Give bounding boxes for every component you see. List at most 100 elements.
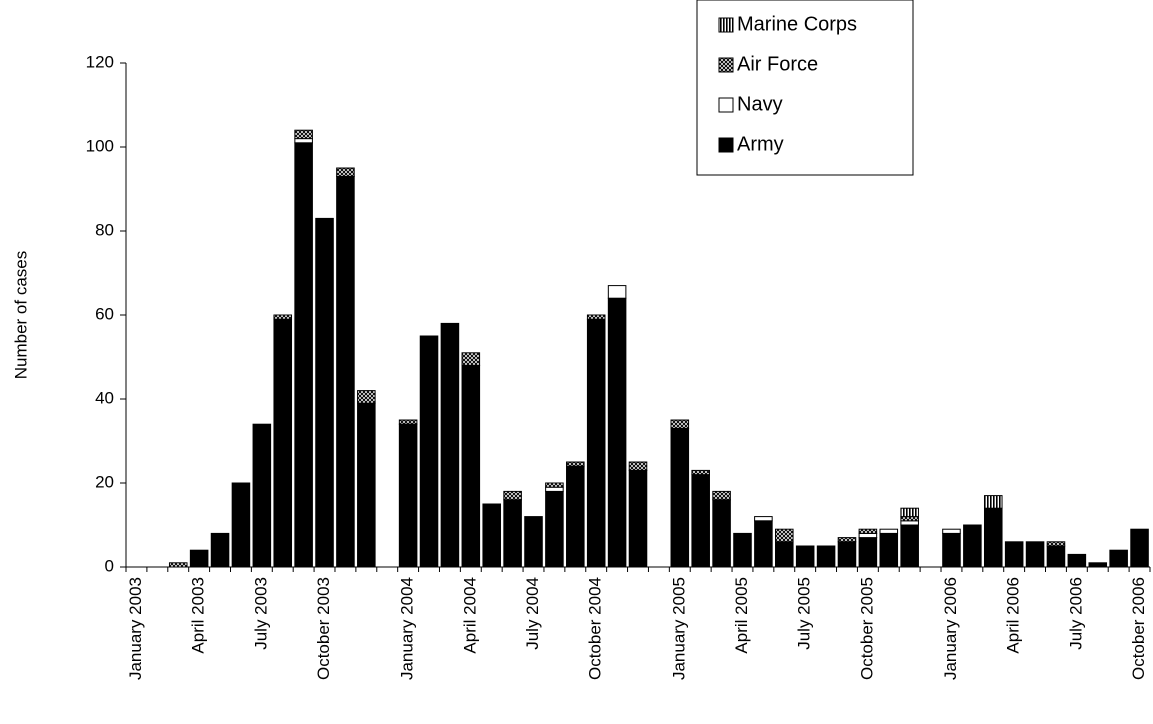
bar-segment (210, 532, 230, 568)
bar-segment (461, 364, 481, 568)
bar-segment (1004, 541, 1024, 568)
bar-segment (252, 423, 272, 568)
bar-segment (900, 520, 919, 526)
bar-segment (503, 499, 522, 568)
bar-segment (942, 532, 961, 568)
x-tick-label: July 2005 (795, 577, 814, 650)
bar-segment (566, 461, 585, 467)
bar-segment (336, 175, 355, 568)
y-tick-label: 100 (86, 136, 114, 155)
bar-segment (900, 524, 919, 568)
legend-swatch (718, 57, 734, 73)
bar-segment (816, 545, 836, 568)
x-tick-label: April 2003 (189, 577, 208, 654)
legend-label: Navy (737, 93, 783, 115)
x-tick-label: October 2005 (857, 577, 876, 680)
bar-segment (983, 495, 1003, 509)
bar-segment (545, 490, 564, 568)
bar-segment (900, 507, 919, 518)
bar-segment (273, 314, 293, 320)
x-tick-label: January 2004 (398, 577, 417, 680)
bar-segment (879, 528, 899, 534)
bar-segment (733, 532, 752, 568)
bar-segment (482, 503, 501, 568)
bar-segment (670, 419, 690, 429)
x-tick-label: July 2006 (1066, 577, 1085, 650)
x-tick-label: April 2004 (460, 577, 479, 654)
legend-label: Air Force (737, 53, 818, 75)
bar-segment (837, 541, 857, 568)
legend-swatch (718, 137, 734, 153)
bar-segment (419, 335, 439, 568)
bar-segment (712, 490, 731, 501)
x-tick-label: January 2003 (126, 577, 145, 680)
x-tick-label: January 2006 (941, 577, 960, 680)
bar-segment (440, 322, 460, 568)
y-tick-label: 60 (95, 304, 114, 323)
bar-segment (586, 314, 606, 320)
legend-label: Army (737, 133, 784, 155)
bar-segment (336, 167, 355, 177)
bar-segment (545, 486, 564, 492)
bar-segment (858, 537, 878, 568)
bar-segment (398, 423, 418, 568)
x-tick-label: October 2003 (314, 577, 333, 680)
bar-segment (1130, 528, 1149, 568)
bar-segment (168, 562, 188, 568)
bar-segment (775, 541, 794, 568)
bar-segment (398, 419, 418, 425)
bar-segment (315, 217, 334, 568)
y-axis-title: Number of cases (11, 251, 30, 380)
bar-segment (1067, 553, 1087, 568)
bar-segment (294, 138, 313, 144)
bar-segment (712, 499, 731, 568)
bar-segment (754, 520, 773, 568)
x-tick-label: July 2003 (251, 577, 270, 650)
bar-segment (628, 469, 648, 568)
x-tick-label: April 2005 (732, 577, 751, 654)
legend-label: Marine Corps (737, 13, 857, 35)
bar-segment (670, 427, 690, 568)
bar-segment (691, 474, 710, 568)
bar-segment (231, 482, 251, 568)
bar-segment (837, 537, 857, 543)
bar-segment (858, 532, 878, 539)
bar-segment (294, 129, 313, 140)
bar-segment (586, 318, 606, 568)
x-tick-label: October 2006 (1129, 577, 1148, 680)
bar-segment (1088, 562, 1108, 568)
bar-segment (900, 516, 919, 522)
bar-segment (503, 490, 522, 501)
bar-segment (858, 528, 878, 534)
bar-segment (357, 402, 376, 568)
bar-segment (983, 507, 1003, 568)
bar-segment (879, 532, 899, 568)
y-tick-label: 120 (86, 52, 114, 71)
bar-segment (754, 516, 773, 522)
bar-segment (963, 524, 982, 568)
x-tick-label: January 2005 (669, 577, 688, 680)
bar-segment (294, 142, 313, 568)
legend-swatch (718, 17, 734, 33)
bar-segment (691, 469, 710, 476)
bar-segment (189, 549, 209, 568)
bar-segment (795, 545, 815, 568)
bar-segment (545, 482, 564, 488)
bar-segment (461, 352, 481, 366)
bar-segment (566, 465, 585, 568)
bar-segment (524, 516, 543, 568)
bar-segment (1109, 549, 1128, 568)
y-tick-label: 0 (105, 556, 114, 575)
x-tick-label: April 2006 (1004, 577, 1023, 654)
bar-segment (628, 461, 648, 471)
x-tick-label: October 2004 (586, 577, 605, 680)
bar-segment (1025, 541, 1045, 568)
bar-segment (357, 390, 376, 404)
bar-segment (607, 297, 627, 568)
bar-segment (942, 528, 961, 534)
y-tick-label: 20 (95, 472, 114, 491)
bar-segment (273, 318, 293, 568)
bar-segment (607, 285, 627, 299)
bar-segment (1046, 545, 1066, 568)
